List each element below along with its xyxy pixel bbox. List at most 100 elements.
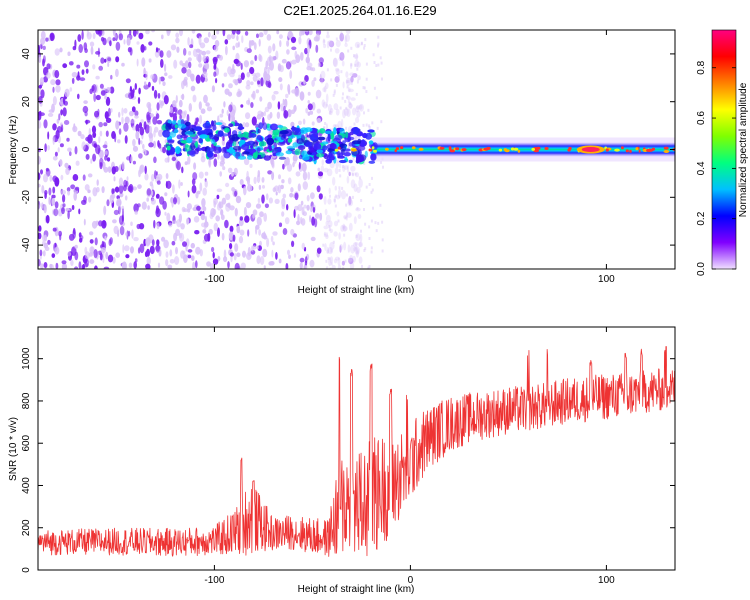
spectrogram-noise-cell <box>301 162 307 172</box>
spectrogram-noise-cell <box>43 262 48 269</box>
spectrogram-noise-cell <box>91 84 97 94</box>
spectrogram-noise-cell <box>240 72 245 80</box>
spectrogram-noise-cell <box>323 43 327 49</box>
spectrogram-band-cell <box>177 123 187 129</box>
figure-title: C2E1.2025.264.01.16.E29 <box>283 3 436 18</box>
spectrogram-noise-cell <box>332 240 335 244</box>
spectrogram-noise-cell <box>171 240 176 246</box>
spectrogram-band-cell <box>244 141 251 147</box>
spectrogram-band-cell <box>184 130 194 136</box>
spectrogram-noise-cell <box>114 133 117 143</box>
spectrogram-noise-cell <box>345 77 351 86</box>
spectrogram-noise-cell <box>187 254 192 259</box>
spectrogram-noise-cell <box>234 190 238 197</box>
spectrogram-noise-cell <box>313 77 317 82</box>
spectrogram-noise-cell <box>41 202 44 209</box>
spectrogram-noise-cell <box>242 250 246 258</box>
spectrogram-noise-cell <box>302 30 305 35</box>
spectrogram-noise-cell <box>278 174 281 180</box>
spectrogram-noise-cell <box>327 104 332 112</box>
spectrogram-band-cell <box>324 130 333 134</box>
spectrogram-noise-cell <box>329 108 334 113</box>
spectrogram-hot-cell <box>513 147 519 151</box>
spectrogram-noise-cell <box>102 161 106 171</box>
spectrogram-noise-cell <box>247 177 250 186</box>
spectrogram-noise-cell <box>226 110 229 116</box>
spectrogram-noise-cell <box>151 239 155 247</box>
spectrogram-noise-cell <box>300 52 304 61</box>
spectrogram-noise-cell <box>145 70 148 81</box>
spectrogram-noise-cell <box>151 30 155 33</box>
spectrogram-noise-cell <box>307 100 310 104</box>
spectrogram-noise-cell <box>93 249 98 259</box>
spectrogram-noise-cell <box>287 30 293 39</box>
spectrogram-noise-cell <box>144 165 147 175</box>
spectrogram-noise-cell <box>89 231 94 236</box>
spectrogram-noise-cell <box>137 203 141 208</box>
spectrogram-noise-cell <box>184 60 189 69</box>
spectrogram-noise-cell <box>134 258 138 263</box>
spectrogram-noise-cell <box>221 83 225 88</box>
spectrogram-noise-cell <box>219 171 222 177</box>
spectrogram-noise-cell <box>365 90 368 93</box>
spectrogram-noise-cell <box>96 179 99 186</box>
spectrogram-noise-cell <box>225 182 230 188</box>
spectrogram-noise-cell <box>145 238 151 247</box>
spectrogram-noise-cell <box>364 38 367 42</box>
spectrogram-noise-cell <box>156 102 160 111</box>
spectrogram-noise-cell <box>352 107 357 116</box>
spectrogram-noise-cell <box>338 232 341 240</box>
spectrogram-noise-cell <box>342 223 346 230</box>
spectrogram-band-cell <box>287 138 293 143</box>
spectrogram-hot-cell <box>351 148 357 152</box>
spectrogram-panel: -100 0 100 -40 -20 0 20 40 Height of straight … <box>8 29 676 296</box>
spectrogram-noise-cell <box>101 220 107 229</box>
spectrogram-noise-cell <box>351 195 354 199</box>
spectrogram-noise-cell <box>337 120 342 129</box>
spectrogram-noise-cell <box>123 108 128 114</box>
spectrogram-noise-cell <box>236 91 242 98</box>
spectrogram-noise-cell <box>371 121 374 125</box>
spectrogram-noise-cell <box>100 90 106 96</box>
spectrogram-noise-cell <box>200 213 206 221</box>
spectrogram-noise-cell <box>354 242 359 246</box>
spectrogram-band-cell <box>313 131 319 138</box>
spectrogram-noise-cell <box>154 126 159 133</box>
spectrogram-noise-cell <box>209 263 215 269</box>
spectrogram-band-cell <box>250 133 257 138</box>
spectrogram-noise-cell <box>172 107 178 113</box>
spectrogram-noise-cell <box>377 44 379 48</box>
spectrogram-noise-cell <box>202 187 207 196</box>
spectrogram-hot-cell <box>368 148 373 152</box>
spectrogram-noise-cell <box>225 193 231 201</box>
spectrogram-noise-cell <box>245 202 252 209</box>
spectrogram-noise-cell <box>223 101 226 108</box>
spectrogram-noise-cell <box>155 171 158 176</box>
spectrogram-noise-cell <box>143 84 149 90</box>
spectrogram-band-cell <box>217 130 224 137</box>
spectrogram-noise-cell <box>157 262 161 268</box>
spectrogram-noise-cell <box>38 120 42 129</box>
spectrogram-noise-cell <box>153 89 158 99</box>
spectrogram-noise-cell <box>215 215 220 222</box>
spectrogram-noise-cell <box>272 43 276 52</box>
spectrogram-noise-cell <box>196 205 201 211</box>
snr-x-tick-label: 100 <box>598 575 615 586</box>
spectrogram-noise-cell <box>267 66 270 75</box>
spectrogram-noise-cell <box>148 142 154 148</box>
spectrogram-noise-cell <box>225 203 231 208</box>
spectrogram-band-cell <box>237 126 245 130</box>
spectrogram-noise-cell <box>58 230 62 237</box>
spectrogram-noise-cell <box>169 106 174 114</box>
spectrogram-noise-cell <box>355 172 359 178</box>
spectrogram-noise-cell <box>253 176 257 185</box>
spectrogram-noise-cell <box>51 103 55 113</box>
spectrogram-noise-cell <box>213 71 217 77</box>
spectrogram-noise-cell <box>349 261 355 269</box>
spectrogram-noise-cell <box>334 76 340 83</box>
spectrogram-noise-cell <box>202 229 207 234</box>
spectrogram-noise-cell <box>352 255 356 263</box>
spectrogram-noise-cell <box>368 265 371 268</box>
spectrogram-noise-cell <box>329 267 332 269</box>
spectrogram-noise-cell <box>347 80 350 84</box>
